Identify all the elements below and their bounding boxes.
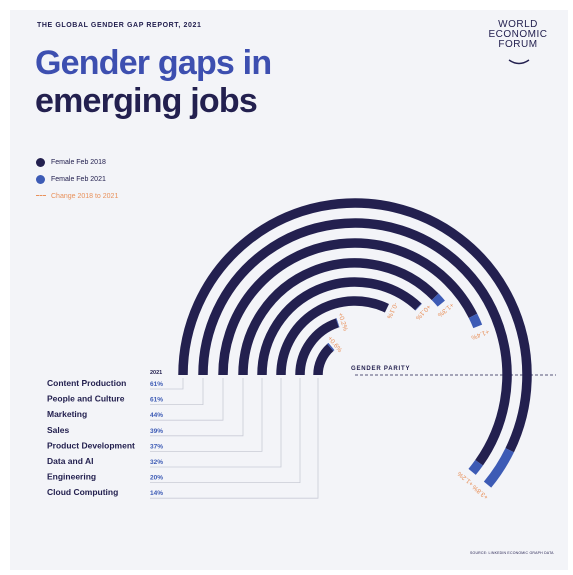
category-label-2: Marketing <box>47 409 87 419</box>
change-label-6: +0.2% <box>336 312 348 332</box>
guide-line-4 <box>150 378 263 452</box>
report-label: THE GLOBAL GENDER GAP REPORT, 2021 <box>37 22 202 29</box>
guide-line-6 <box>150 378 301 484</box>
logo-line-2: ECONOMIC <box>488 29 548 40</box>
arc-2018-1 <box>198 218 512 466</box>
change-label-0: +3.8% <box>471 483 490 500</box>
value-label-0: 61% <box>150 381 163 388</box>
arc-2021-2 <box>468 313 483 329</box>
value-label-1: 61% <box>150 397 163 404</box>
legend-label: Female Feb 2021 <box>51 176 106 183</box>
source-note: SOURCE: LINKEDIN ECONOMIC GRAPH DATA <box>470 551 554 555</box>
value-label-6: 20% <box>150 475 163 482</box>
category-label-6: Engineering <box>47 472 96 482</box>
arc-2018-6 <box>295 318 340 376</box>
logo-line-1: WORLD <box>498 19 538 30</box>
logo-line-3: FORUM <box>498 39 538 50</box>
guide-line-3 <box>150 378 244 437</box>
arc-2018-2 <box>218 238 478 376</box>
logo-arc-icon <box>508 59 530 65</box>
category-label-5: Data and AI <box>47 456 93 466</box>
value-label-3: 39% <box>150 428 163 435</box>
arc-2018-0 <box>178 198 532 453</box>
legend-dot-icon <box>36 175 45 184</box>
legend-dot-icon <box>36 158 45 167</box>
value-label-5: 32% <box>150 459 163 466</box>
category-label-3: Sales <box>47 425 69 435</box>
arc-2021-1 <box>468 460 483 475</box>
guide-line-1 <box>150 378 204 406</box>
legend-label: Change 2018 to 2021 <box>51 193 119 200</box>
value-label-7: 14% <box>150 490 163 497</box>
category-label-7: Cloud Computing <box>47 487 118 497</box>
value-label-4: 37% <box>150 443 163 450</box>
guide-line-0 <box>150 378 184 390</box>
category-label-1: People and Culture <box>47 394 125 404</box>
arc-2018-4 <box>257 277 422 376</box>
arc-2018-5 <box>276 296 389 376</box>
wef-logo: WORLD ECONOMIC FORUM <box>488 19 548 65</box>
category-label-4: Product Development <box>47 440 135 450</box>
guide-line-5 <box>150 378 282 468</box>
arc-2018-3 <box>238 258 439 376</box>
arc-2018-7 <box>313 343 334 376</box>
title-line-1: Gender gaps in <box>35 44 272 82</box>
legend-dash-icon <box>36 195 46 199</box>
legend-label: Female Feb 2018 <box>51 159 106 166</box>
gender-parity-label: GENDER PARITY <box>351 366 410 372</box>
arc-2021-7 <box>327 342 335 351</box>
change-label-2: +1.4% <box>470 328 490 341</box>
arc-2021-0 <box>483 448 514 488</box>
category-label-0: Content Production <box>47 378 126 388</box>
guide-line-7 <box>150 378 319 499</box>
title-line-2: emerging jobs <box>35 82 258 120</box>
change-label-1: +1.2% <box>456 470 475 487</box>
value-label-2: 44% <box>150 412 163 419</box>
guide-line-2 <box>150 378 224 421</box>
year-header: 2021 <box>150 370 162 376</box>
page-title: Gender gaps in emerging jobs <box>35 44 272 120</box>
arc-2021-3 <box>431 293 445 307</box>
